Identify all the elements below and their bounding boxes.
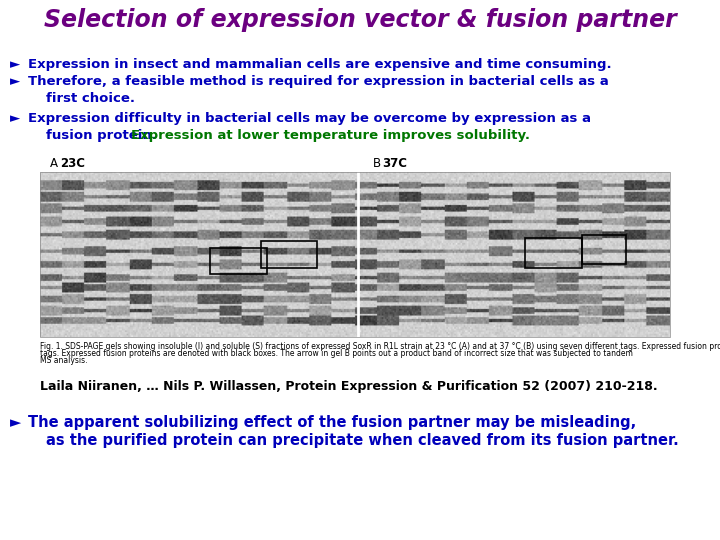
Text: ►: ►: [10, 58, 20, 71]
Text: B: B: [373, 157, 381, 170]
Text: as the purified protein can precipitate when cleaved from its fusion partner.: as the purified protein can precipitate …: [46, 434, 679, 449]
Text: A: A: [50, 157, 58, 170]
Text: first choice.: first choice.: [46, 91, 135, 105]
Text: Expression in insect and mammalian cells are expensive and time consuming.: Expression in insect and mammalian cells…: [28, 58, 611, 71]
Text: 23C: 23C: [60, 157, 85, 170]
Text: ►: ►: [10, 415, 22, 430]
Text: Expression difficulty in bacterial cells may be overcome by expression as a: Expression difficulty in bacterial cells…: [28, 112, 591, 125]
Text: fusion protein.: fusion protein.: [46, 129, 161, 141]
Text: Therefore, a feasible method is required for expression in bacterial cells as a: Therefore, a feasible method is required…: [28, 75, 608, 88]
Text: 37C: 37C: [382, 157, 408, 170]
Text: Expression at lower temperature improves solubility.: Expression at lower temperature improves…: [131, 129, 530, 141]
Text: tags. Expressed fusion proteins are denoted with black boxes. The arrow in gel B: tags. Expressed fusion proteins are deno…: [40, 349, 633, 358]
Text: Laila Niiranen, … Nils P. Willassen, Protein Expression & Purification 52 (2007): Laila Niiranen, … Nils P. Willassen, Pro…: [40, 380, 657, 393]
Text: ►: ►: [10, 112, 20, 125]
Text: Selection of expression vector & fusion partner: Selection of expression vector & fusion …: [44, 8, 676, 32]
Text: The apparent solubilizing effect of the fusion partner may be misleading,: The apparent solubilizing effect of the …: [28, 415, 636, 430]
Text: MS analysis.: MS analysis.: [40, 356, 88, 365]
Text: ►: ►: [10, 75, 20, 88]
Text: Fig. 1. SDS-PAGE gels showing insoluble (I) and soluble (S) fractions of express: Fig. 1. SDS-PAGE gels showing insoluble …: [40, 342, 720, 351]
